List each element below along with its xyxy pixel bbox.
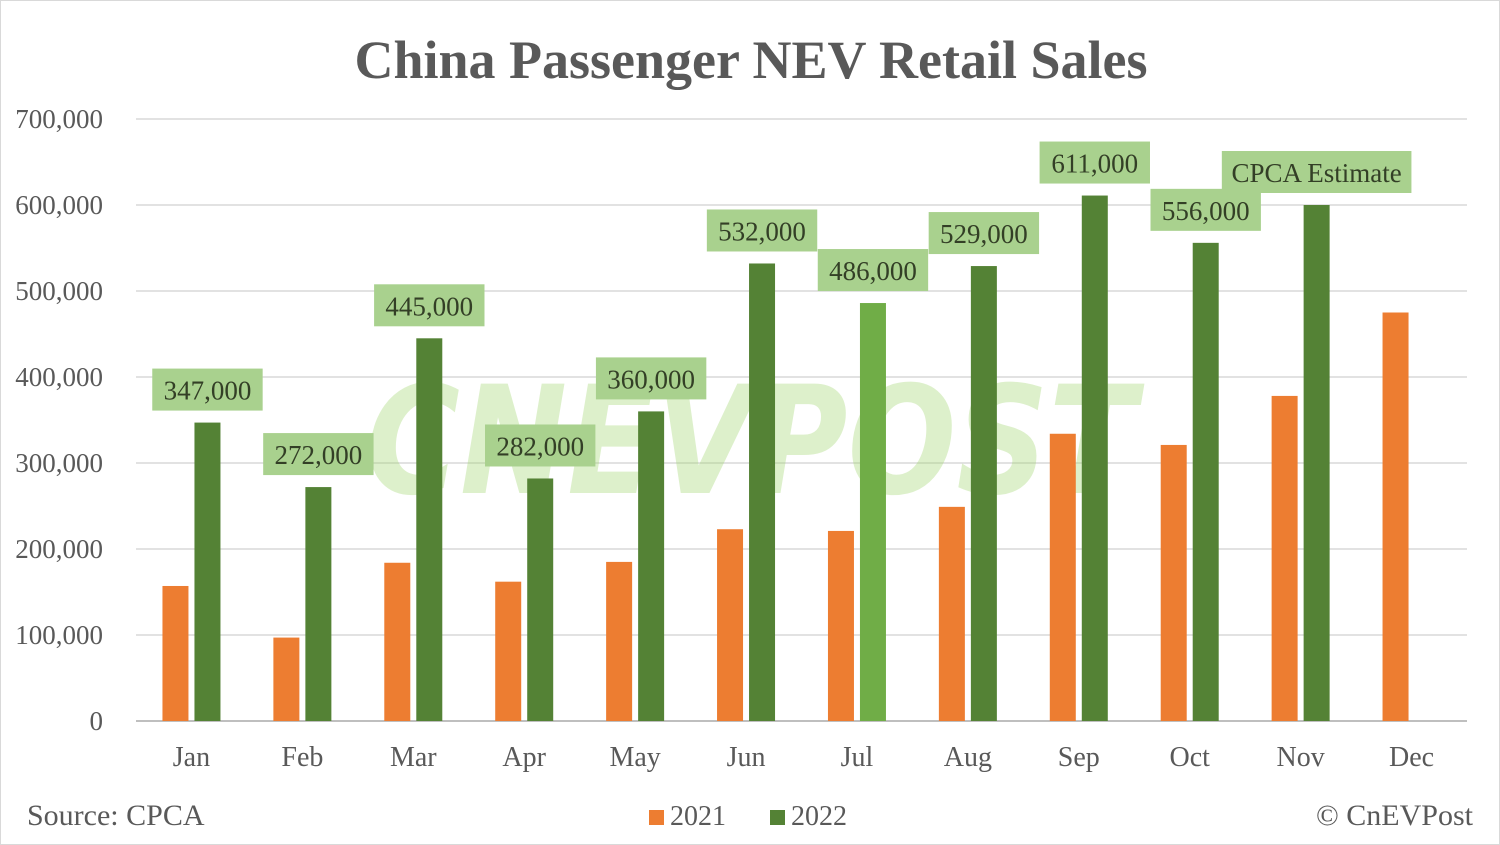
data-label: CPCA Estimate — [1231, 158, 1401, 188]
bar-2022-may — [638, 411, 665, 721]
bar-2021-dec — [1382, 312, 1409, 721]
y-tick-label: 500,000 — [15, 276, 103, 306]
data-label-box — [1150, 188, 1261, 231]
bar-2022-jan — [194, 422, 221, 721]
bar-2022-oct — [1192, 242, 1219, 721]
data-label: 272,000 — [275, 440, 363, 470]
x-tick-label: Oct — [1169, 742, 1210, 773]
data-label: 445,000 — [385, 291, 473, 321]
data-label: 282,000 — [496, 431, 584, 461]
bar-2021-nov — [1271, 395, 1298, 721]
data-label: 532,000 — [718, 216, 806, 246]
bar-2021-feb — [273, 637, 300, 721]
bar-2022-nov — [1303, 205, 1330, 721]
bar-2022-apr — [527, 478, 554, 721]
x-tick-label: May — [609, 742, 660, 773]
bar-2021-jan — [162, 585, 189, 721]
x-tick-label: Jul — [841, 742, 874, 773]
data-label-box — [595, 357, 707, 400]
bar-2022-sep — [1081, 195, 1108, 722]
bar-2022-feb — [305, 487, 332, 721]
x-tick-label: Feb — [281, 742, 323, 773]
credit-text: © CnEVPost — [1316, 799, 1473, 832]
y-tick-label: 100,000 — [15, 620, 103, 650]
data-label: 360,000 — [607, 364, 695, 394]
bar-2021-jul — [827, 530, 854, 721]
bar-2021-sep — [1049, 433, 1076, 721]
data-label: 556,000 — [1162, 196, 1250, 226]
legend: 2021 2022 — [649, 801, 847, 833]
data-label-box — [928, 212, 1040, 255]
bar-2022-jul — [859, 303, 886, 721]
data-label-box — [1221, 151, 1412, 193]
data-label: 611,000 — [1051, 149, 1138, 179]
bar-2021-mar — [384, 562, 411, 721]
bar-2022-mar — [416, 338, 443, 721]
bar-2021-apr — [495, 581, 522, 721]
x-tick-label: Aug — [944, 742, 992, 773]
x-tick-label: Jan — [173, 742, 210, 773]
legend-swatch — [649, 809, 664, 825]
chart-title: China Passenger NEV Retail Sales — [354, 30, 1148, 90]
legend-label: 2021 — [670, 801, 726, 832]
y-tick-label: 600,000 — [15, 190, 103, 220]
data-label: 347,000 — [164, 376, 252, 406]
legend-item-2022: 2022 — [770, 801, 847, 833]
legend-label: 2022 — [791, 801, 847, 832]
x-tick-label: Jun — [727, 742, 766, 773]
data-label-box — [152, 368, 263, 411]
x-tick-label: Mar — [390, 742, 437, 773]
bar-2022-aug — [970, 266, 997, 721]
bar-2021-jun — [717, 529, 744, 721]
data-label-box — [817, 249, 929, 292]
source-text: Source: CPCA — [27, 799, 205, 832]
data-label-box — [1039, 141, 1150, 184]
bar-2021-aug — [938, 506, 965, 721]
data-label-box — [263, 433, 374, 476]
bar-2021-may — [606, 561, 633, 721]
data-label-box — [706, 209, 818, 252]
x-tick-label: Sep — [1058, 742, 1100, 773]
y-tick-label: 700,000 — [15, 104, 103, 134]
data-label-box — [374, 284, 485, 327]
y-tick-label: 300,000 — [15, 448, 103, 478]
data-label: 486,000 — [829, 256, 917, 286]
x-tick-label: Dec — [1389, 742, 1434, 773]
bar-2021-oct — [1160, 444, 1187, 721]
x-tick-label: Nov — [1277, 742, 1325, 773]
x-tick-label: Apr — [502, 742, 546, 773]
legend-swatch — [770, 809, 785, 825]
bar-2022-jun — [749, 263, 776, 721]
data-label-box — [485, 424, 596, 467]
y-tick-label: 400,000 — [15, 362, 103, 392]
data-label: 529,000 — [940, 219, 1028, 249]
y-tick-label: 0 — [90, 706, 104, 736]
y-tick-label: 200,000 — [15, 534, 103, 564]
legend-item-2021: 2021 — [649, 801, 726, 833]
